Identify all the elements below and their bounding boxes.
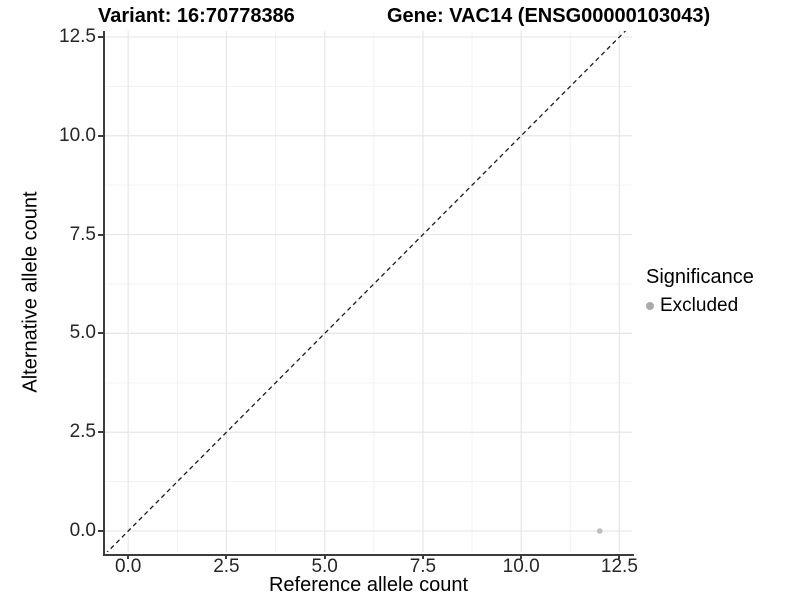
- legend-entry-label: Excluded: [660, 295, 739, 316]
- legend-entries: Excluded: [646, 295, 754, 317]
- y-tick-label: 0.0: [69, 520, 96, 542]
- legend-entry: Excluded: [646, 295, 754, 317]
- legend: Significance Excluded: [646, 266, 754, 317]
- x-tick-mark: [225, 554, 228, 559]
- y-tick-mark: [98, 233, 103, 236]
- x-tick-label: 7.5: [409, 556, 437, 577]
- x-tick-mark: [520, 554, 523, 559]
- x-axis-title: Reference allele count: [268, 574, 468, 596]
- plot-title-gene: Gene: VAC14 (ENSG00000103043): [387, 5, 711, 27]
- x-tick-label: 0.0: [114, 556, 142, 577]
- grid-minor: [105, 31, 632, 552]
- y-tick-label: 5.0: [69, 322, 96, 344]
- plot-panel: [103, 31, 634, 556]
- x-tick-label: 2.5: [213, 556, 240, 577]
- y-tick-mark: [98, 332, 103, 335]
- x-tick-label: 5.0: [311, 556, 338, 577]
- x-tick-mark: [618, 554, 621, 559]
- y-tick-label: 10.0: [59, 124, 96, 146]
- identity-line: [106, 31, 627, 552]
- y-tick-label: 2.5: [69, 421, 96, 443]
- legend-title: Significance: [646, 266, 754, 288]
- y-tick-label: 7.5: [69, 223, 96, 245]
- y-tick-mark: [98, 134, 103, 137]
- y-tick-mark: [98, 35, 103, 38]
- x-tick-label: 12.5: [600, 556, 638, 577]
- legend-key-dot-icon: [646, 302, 654, 310]
- x-tick-mark: [421, 554, 424, 559]
- y-tick-mark: [98, 431, 103, 434]
- y-tick-label: 12.5: [59, 25, 96, 47]
- y-tick-mark: [98, 530, 103, 533]
- x-tick-label: 10.0: [502, 556, 540, 577]
- data-point: [596, 528, 603, 534]
- grid-major: [105, 31, 632, 552]
- y-axis-title: Alternative allele count: [19, 191, 42, 393]
- x-tick-mark: [127, 554, 130, 559]
- plot-title-variant: Variant: 16:70778386: [98, 5, 295, 27]
- plot-canvas: [105, 31, 632, 552]
- x-tick-mark: [323, 554, 326, 559]
